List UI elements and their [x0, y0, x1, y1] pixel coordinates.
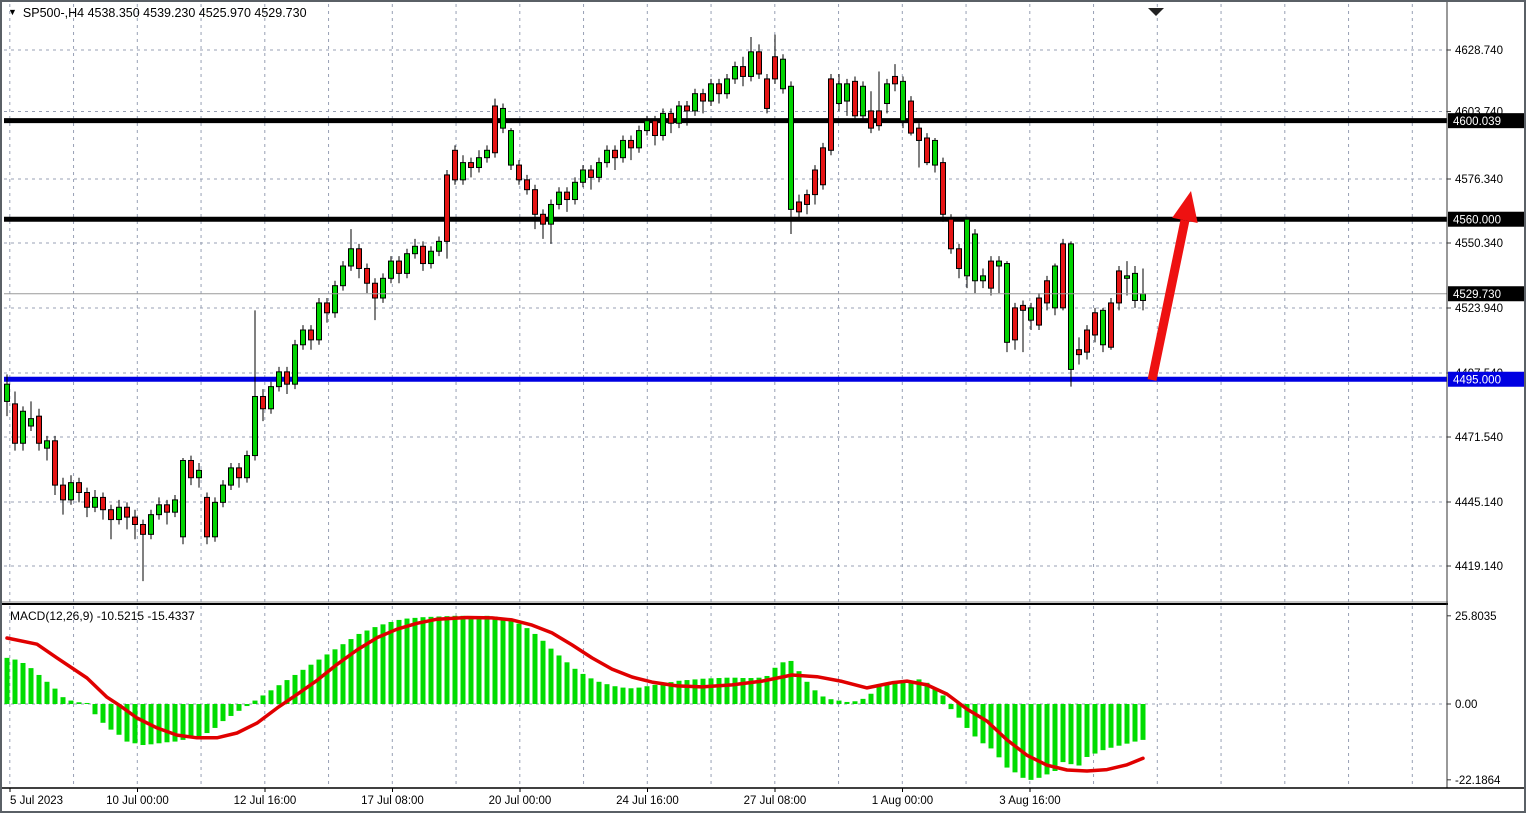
svg-text:4523.940: 4523.940 [1455, 303, 1503, 315]
svg-text:4445.140: 4445.140 [1455, 497, 1503, 509]
symbol-dropdown-icon: ▼ [8, 7, 17, 17]
time-axis-area[interactable] [2, 789, 1524, 811]
price-gridlines [4, 49, 1447, 567]
chart-title: ▼ SP500-,H4 4538.350 4539.230 4525.970 45… [8, 6, 307, 20]
current-price-label: 4529.730 [1448, 286, 1524, 302]
svg-text:4529.730: 4529.730 [1453, 289, 1501, 301]
svg-text:4600.039: 4600.039 [1453, 116, 1501, 128]
price-axis-area[interactable] [1448, 2, 1524, 811]
svg-text:25.8035: 25.8035 [1455, 611, 1497, 623]
trend-arrow[interactable] [1147, 191, 1198, 381]
svg-text:5 Jul 2023: 5 Jul 2023 [10, 795, 63, 807]
ohlc-values: 4538.350 4539.230 4525.970 4529.730 [87, 6, 307, 20]
svg-text:12 Jul 16:00: 12 Jul 16:00 [234, 795, 297, 807]
svg-text:10 Jul 00:00: 10 Jul 00:00 [106, 795, 169, 807]
svg-text:3 Aug 16:00: 3 Aug 16:00 [999, 795, 1060, 807]
svg-text:4495.000: 4495.000 [1453, 375, 1501, 387]
svg-text:27 Jul 08:00: 27 Jul 08:00 [744, 795, 807, 807]
chart-shift-marker-icon[interactable] [1148, 8, 1164, 16]
macd-indicator-label: MACD(12,26,9) -10.5215 -15.4337 [10, 609, 195, 623]
level-price-label-4600.039: 4600.039 [1448, 113, 1524, 129]
svg-text:4550.340: 4550.340 [1455, 238, 1503, 250]
svg-text:4628.740: 4628.740 [1455, 45, 1503, 57]
macd-signal-line [5, 615, 1145, 773]
time-axis-labels: 5 Jul 2023 10 Jul 00:00 12 Jul 16:00 17 Jul… [9, 788, 1061, 807]
svg-text:1 Aug 00:00: 1 Aug 00:00 [872, 795, 933, 807]
macd-axis-labels: 25.8035 0.00 -22.1864 [1447, 611, 1501, 787]
svg-text:0.00: 0.00 [1455, 699, 1477, 711]
symbol-period-label: SP500-,H4 [22, 6, 85, 20]
svg-text:4576.340: 4576.340 [1455, 174, 1503, 186]
svg-text:4560.000: 4560.000 [1453, 215, 1501, 227]
level-price-label-4560.000: 4560.000 [1448, 211, 1524, 227]
svg-text:4419.140: 4419.140 [1455, 561, 1503, 573]
svg-text:20 Jul 00:00: 20 Jul 00:00 [489, 795, 552, 807]
svg-text:24 Jul 16:00: 24 Jul 16:00 [616, 795, 679, 807]
level-price-label-4495.000: 4495.000 [1448, 371, 1524, 387]
svg-text:17 Jul 08:00: 17 Jul 08:00 [361, 795, 424, 807]
svg-text:4471.540: 4471.540 [1455, 432, 1503, 444]
price-axis-labels: 4628.7404603.7404576.3404550.3404523.940… [1447, 45, 1503, 573]
candles-group [4, 34, 1146, 582]
svg-text:-22.1864: -22.1864 [1455, 775, 1501, 787]
